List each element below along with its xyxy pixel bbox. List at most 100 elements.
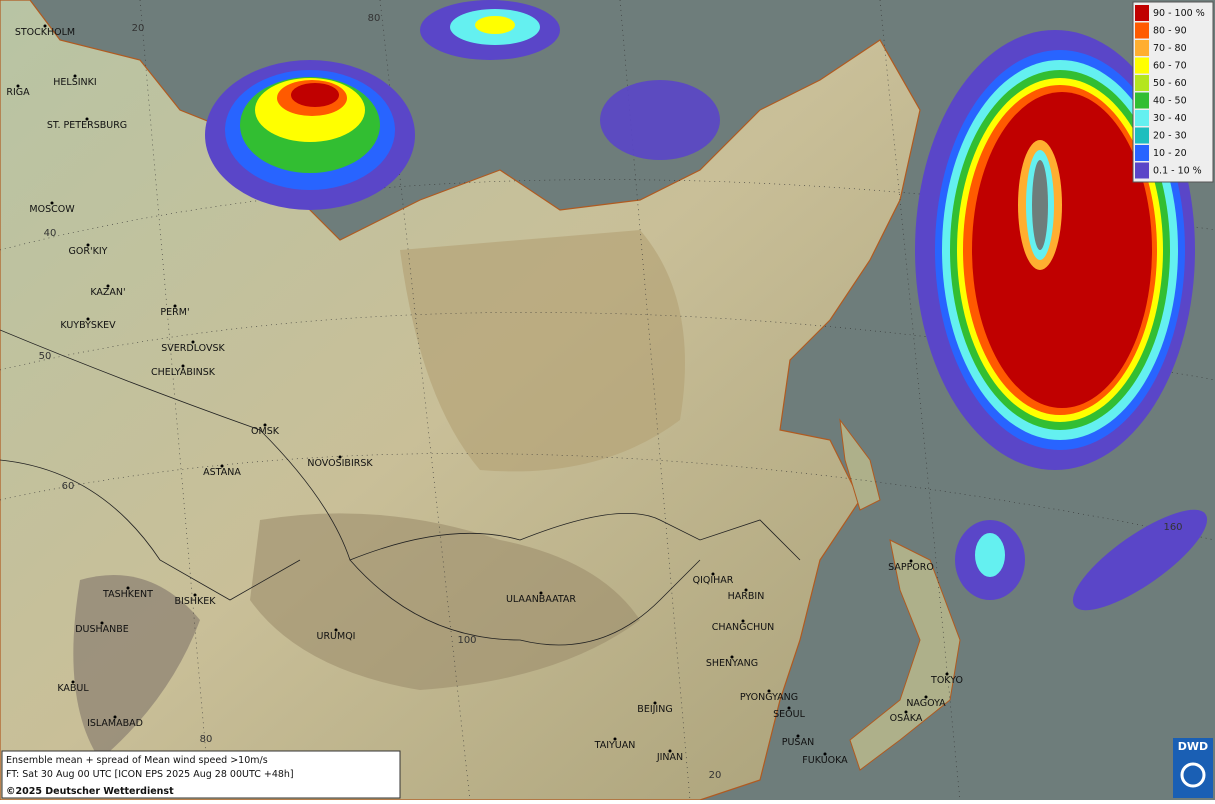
city-label: URUMQI [317,631,356,642]
city-label: SHENYANG [706,658,758,669]
city-marker [86,317,90,321]
city-marker [741,619,745,623]
legend-label: 70 - 80 [1153,43,1187,54]
city-marker [945,672,949,676]
legend-label: 40 - 50 [1153,96,1187,107]
legend-swatch [1135,57,1149,74]
city-marker [50,201,54,205]
city-labels: STOCKHOLM HELSINKI RIGA ST. PETERSBURG MOSCO… [6,24,963,766]
copyright: ©2025 Deutscher Wetterdienst [6,786,174,797]
graticule-labels: 20 80 40 50 60 100 80 160 20 [39,13,1183,781]
city-label: KABUL [57,683,89,694]
city-label: KAZAN' [90,287,125,298]
graticule-label: 40 [44,228,57,239]
borders [0,329,801,646]
japan [849,539,961,771]
city-label: PYONGYANG [740,692,798,703]
sakhalin [839,418,881,511]
plateau [400,230,685,472]
graticule-label: 160 [1163,522,1182,533]
legend-swatch [1135,22,1149,39]
city-label: OMSK [251,426,280,437]
city-marker [909,559,913,563]
city-label: SEOUL [773,709,805,720]
legend-label: 20 - 30 [1153,131,1187,142]
legend-swatch [1135,5,1149,21]
legend-label: 0.1 - 10 % [1153,166,1202,177]
city-marker [613,737,617,741]
city-label: KUYBYSKEV [60,320,116,331]
city-label: ST. PETERSBURG [47,120,127,131]
city-marker [334,628,338,632]
legend-swatch [1135,145,1149,161]
city-marker [193,593,197,597]
city-label: STOCKHOLM [15,27,75,38]
city-marker [100,621,104,625]
city-marker [744,588,748,592]
city-label: SAPPORO [888,562,934,573]
city-label: BISHKEK [175,596,217,607]
city-marker [823,752,827,756]
city-marker [16,84,20,88]
city-label: MOSCOW [29,204,75,215]
city-marker [338,455,342,459]
city-label: DUSHANBE [75,624,129,635]
city-label: PERM' [160,307,189,318]
city-label: TASHKENT [102,589,153,600]
city-label: TOKYO [930,675,963,686]
city-marker [71,680,75,684]
city-label: BEIJING [637,704,672,715]
city-label: HELSINKI [53,77,96,88]
wind-probability [205,0,1208,611]
legend-swatch [1135,162,1149,179]
city-marker [106,284,110,288]
legend-label: 50 - 60 [1153,78,1187,89]
city-label: ASTANA [203,467,241,478]
legend-label: 30 - 40 [1153,113,1187,124]
city-label: RIGA [6,87,30,98]
logo: DWD [1178,740,1208,753]
city-label: TAIYUAN [594,740,636,751]
city-label: ISLAMABAD [87,718,143,729]
logo-box [1173,738,1213,798]
legend-swatch [1135,127,1149,144]
city-marker [263,423,267,427]
city-marker [43,24,47,28]
city-label: FUKUOKA [802,755,848,766]
city-marker [767,689,771,693]
city-marker [924,695,928,699]
city-label: PUSAN [782,737,815,748]
city-label: JINAN [656,752,683,763]
city-marker [126,586,130,590]
city-label: QIQIHAR [693,575,734,586]
city-marker [220,464,224,468]
city-marker [173,304,177,308]
legend-swatch [1135,40,1149,56]
legend-label: 80 - 90 [1153,26,1187,37]
city-marker [668,749,672,753]
city-marker [539,591,543,595]
graticule-label: 80 [200,734,213,745]
legend: 90 - 100 % 80 - 90 70 - 80 60 - 70 50 - 60 40… [1132,1,1214,183]
city-label: GOR'KIY [69,246,108,257]
city-marker [73,74,77,78]
city-marker [904,710,908,714]
footer-box [1,750,401,799]
desert-region [250,513,640,690]
city-marker [730,655,734,659]
graticule-label: 20 [709,770,722,781]
city-label: CHANGCHUN [712,622,775,633]
city-marker [181,364,185,368]
legend-label: 10 - 20 [1153,148,1187,159]
graticule-label: 50 [39,351,52,362]
city-marker [787,706,791,710]
city-marker [653,701,657,705]
city-marker [113,715,117,719]
legend-swatch [1135,92,1149,109]
city-marker [86,243,90,247]
city-label: NOVOSIBIRSK [307,458,373,469]
city-label: OSAKA [890,713,923,724]
city-marker [85,117,89,121]
